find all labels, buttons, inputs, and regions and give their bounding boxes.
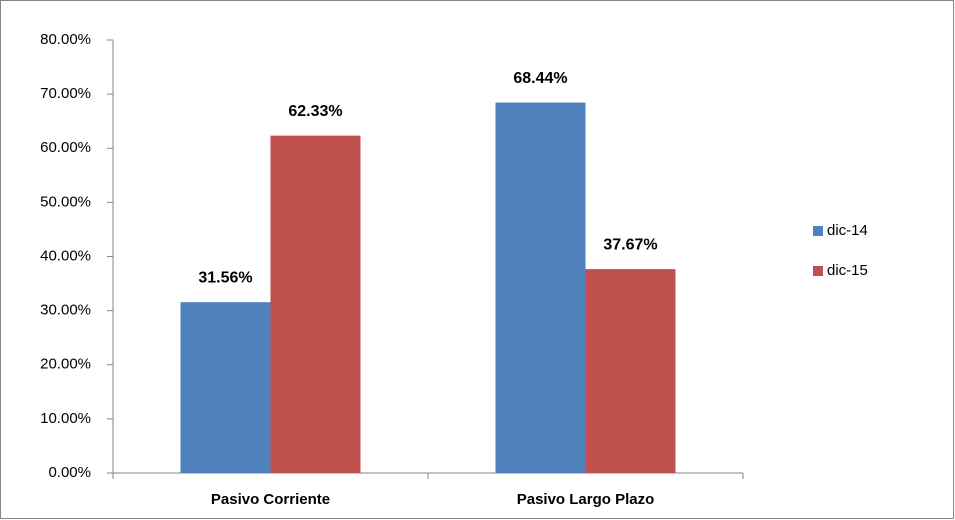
- y-tick-label: 80.00%: [40, 31, 91, 48]
- y-tick-label: 50.00%: [40, 193, 91, 210]
- bar: [270, 135, 361, 474]
- y-tick-label: 40.00%: [40, 247, 91, 264]
- y-tick-label: 20.00%: [40, 356, 91, 373]
- y-tick-label: 10.00%: [40, 410, 91, 427]
- value-label: 37.67%: [603, 236, 657, 253]
- bar: [585, 269, 676, 473]
- legend-swatch: [813, 226, 823, 236]
- y-tick-label: 60.00%: [40, 139, 91, 156]
- value-label: 68.44%: [513, 70, 567, 87]
- y-tick-label: 30.00%: [40, 302, 91, 319]
- y-tick-label: 70.00%: [40, 85, 91, 102]
- bar: [495, 102, 586, 474]
- y-tick-label: 0.00%: [48, 464, 91, 481]
- value-label: 62.33%: [288, 103, 342, 120]
- x-tick-label: Pasivo Corriente: [211, 491, 330, 508]
- bar: [180, 302, 271, 473]
- x-tick-label: Pasivo Largo Plazo: [517, 491, 655, 508]
- legend-label: dic-15: [827, 262, 868, 279]
- value-label: 31.56%: [198, 269, 252, 286]
- legend-swatch: [813, 266, 823, 276]
- legend-label: dic-14: [827, 222, 868, 239]
